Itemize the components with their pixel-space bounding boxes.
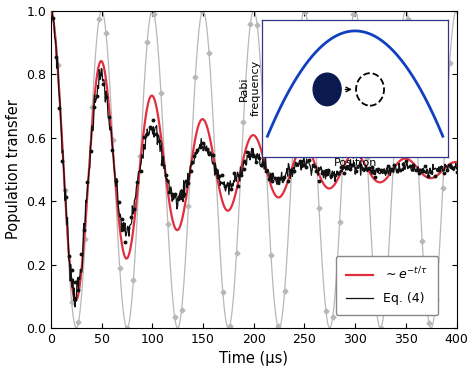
- Y-axis label: Population transfer: Population transfer: [6, 99, 20, 239]
- Eq. (4): [288, 168, 294, 173]
- Line: Eq. (4): Eq. (4): [52, 1, 456, 307]
- Legend: $\sim e^{-t/\tau}$, Eq. (4): $\sim e^{-t/\tau}$, Eq. (4): [336, 256, 438, 315]
- X-axis label: Time (μs): Time (μs): [219, 352, 288, 366]
- Eq. (4): [49, 0, 55, 3]
- Eq. (4): [154, 124, 160, 128]
- Line: $\sim e^{-t/\tau}$: $\sim e^{-t/\tau}$: [51, 10, 456, 301]
- Eq. (4): [233, 176, 238, 180]
- Eq. (4): [72, 305, 78, 309]
- $\sim e^{-t/\tau}$: [221, 204, 227, 209]
- $\sim e^{-t/\tau}$: [73, 298, 79, 303]
- $\sim e^{-t/\tau}$: [118, 239, 124, 243]
- Eq. (4): [121, 229, 127, 233]
- $\sim e^{-t/\tau}$: [204, 123, 210, 128]
- Eq. (4): [454, 167, 459, 171]
- Eq. (4): [320, 168, 326, 173]
- $\sim e^{-t/\tau}$: [454, 160, 459, 164]
- Eq. (4): [355, 164, 360, 169]
- $\sim e^{-t/\tau}$: [446, 163, 452, 167]
- $\sim e^{-t/\tau}$: [402, 156, 408, 161]
- $\sim e^{-t/\tau}$: [48, 8, 54, 13]
- $\sim e^{-t/\tau}$: [94, 71, 100, 76]
